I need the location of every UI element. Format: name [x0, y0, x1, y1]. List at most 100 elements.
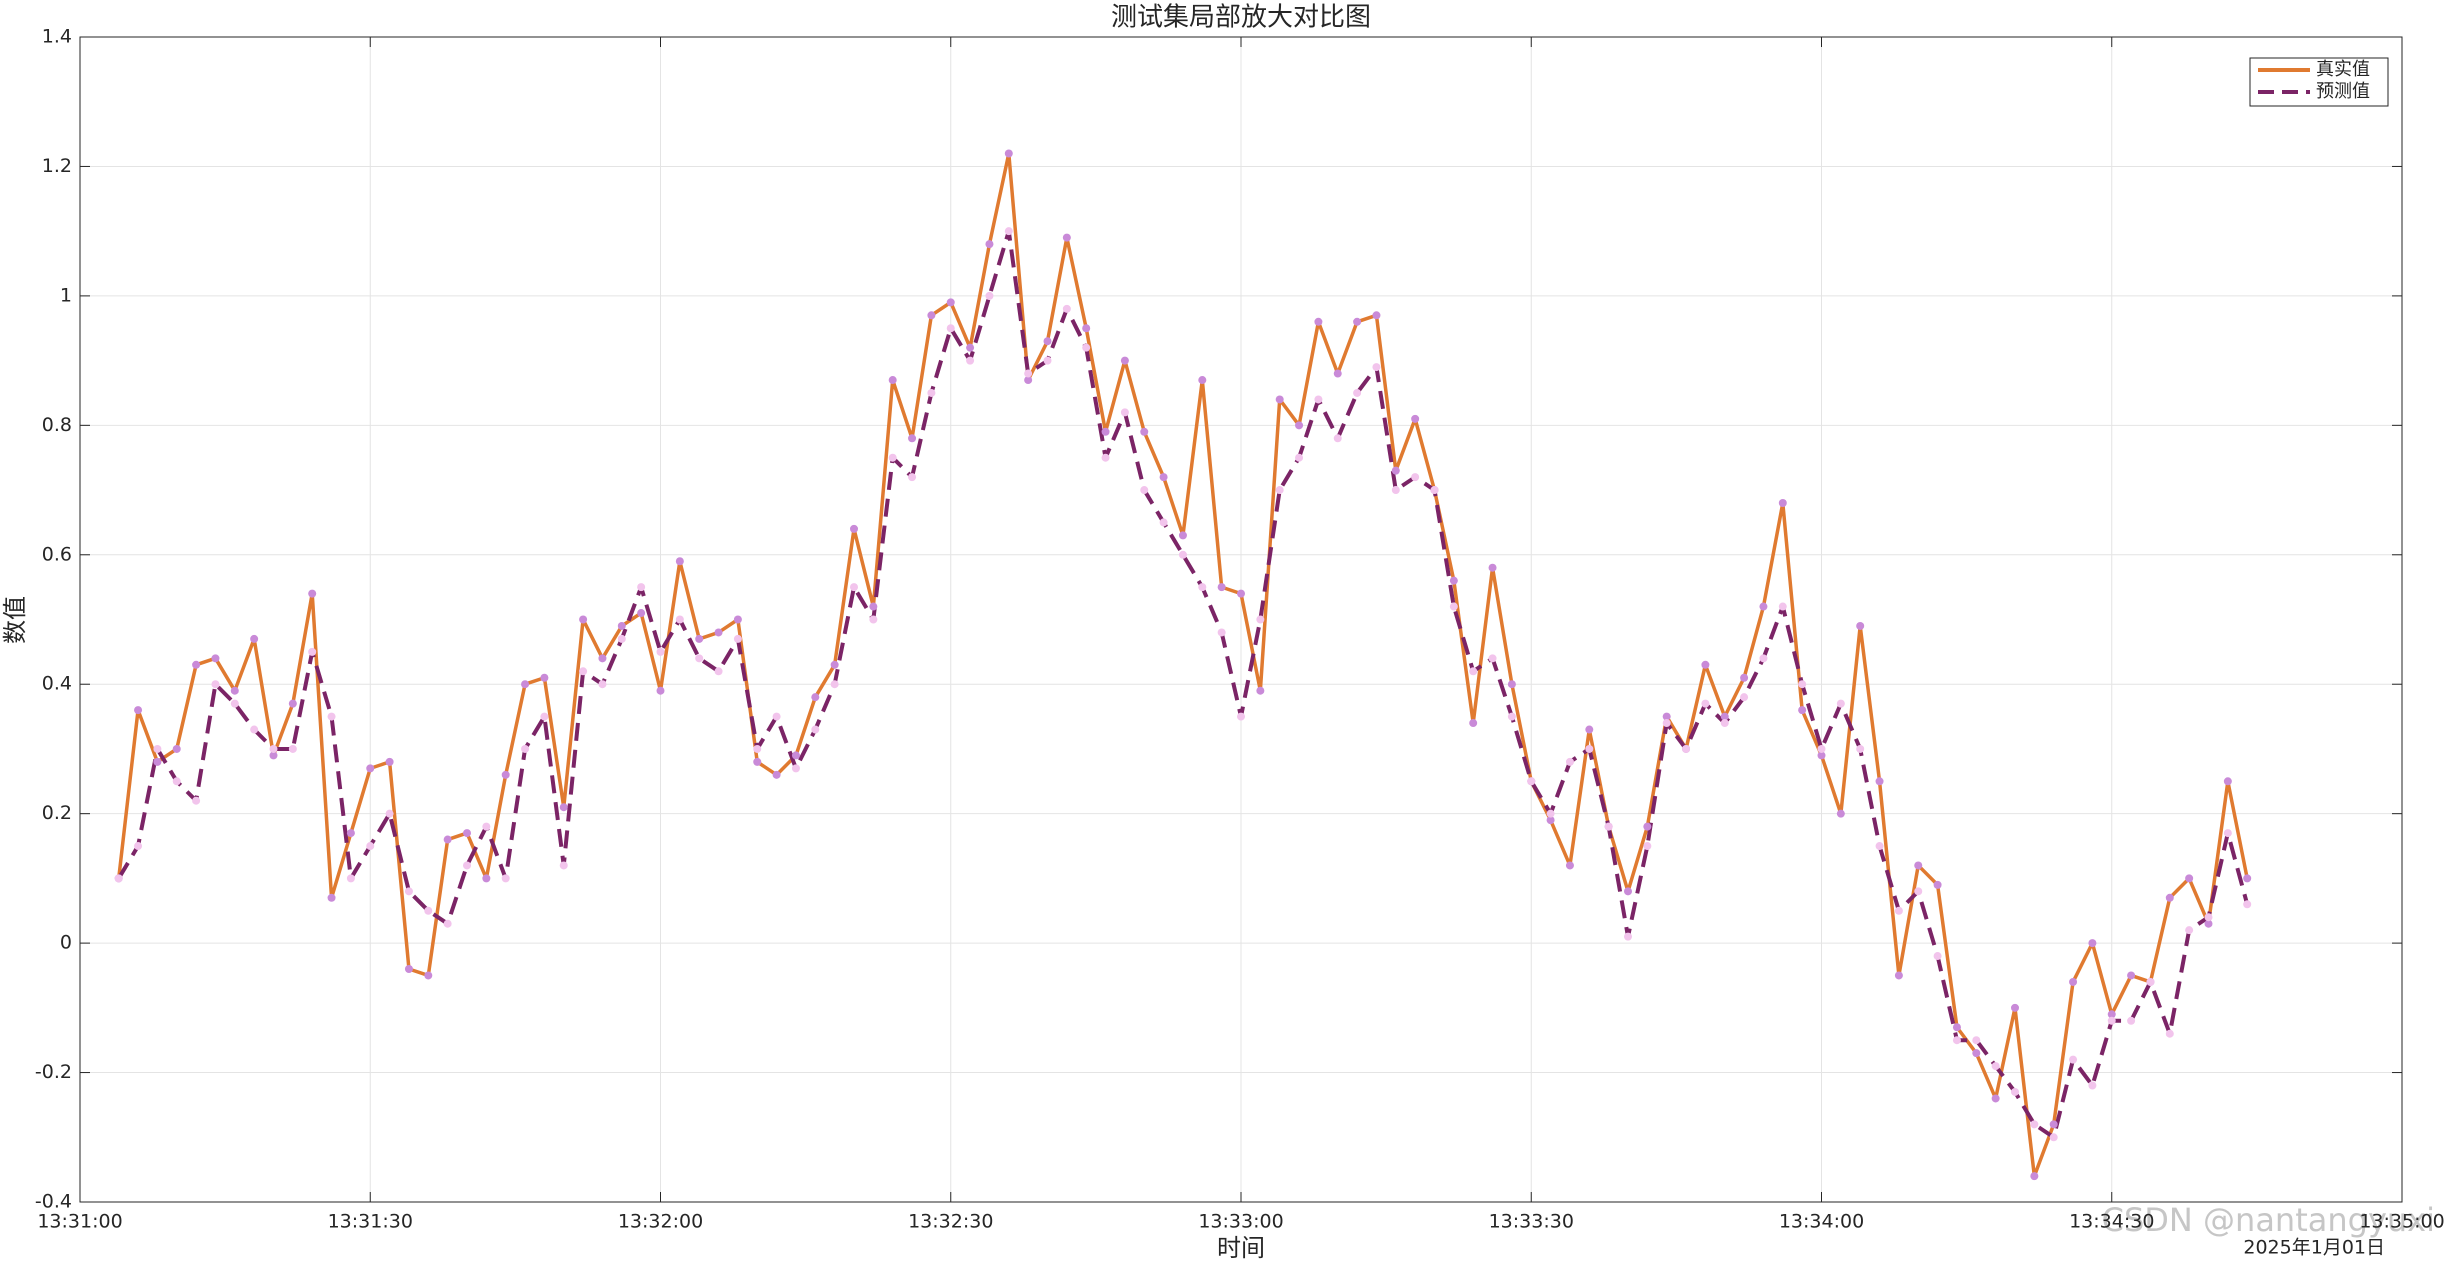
data-point: [1004, 227, 1013, 236]
y-tick-label: 0.6: [42, 543, 72, 565]
data-point: [791, 764, 800, 773]
data-point: [753, 757, 762, 766]
data-point: [617, 621, 626, 630]
data-point: [1024, 369, 1033, 378]
data-point: [1449, 576, 1458, 585]
data-point: [1391, 466, 1400, 475]
data-point: [1004, 149, 1013, 158]
x-tick-label: 13:34:30: [2069, 1211, 2154, 1233]
y-tick-label: 1.4: [42, 26, 72, 48]
data-point: [1759, 602, 1768, 611]
data-point: [2011, 1087, 2019, 1096]
data-point: [1275, 486, 1284, 495]
data-point: [1159, 473, 1168, 482]
legend-label: 真实值: [2316, 59, 2370, 80]
data-point: [1101, 427, 1110, 436]
data-point: [2049, 1133, 2058, 1142]
data-point: [172, 744, 181, 753]
data-point: [1662, 719, 1671, 728]
data-point: [850, 524, 858, 533]
data-point: [346, 829, 355, 838]
data-point: [211, 680, 220, 689]
data-point: [908, 473, 917, 482]
data-point: [2030, 1172, 2039, 1181]
data-point: [2127, 971, 2136, 980]
data-point: [1565, 861, 1574, 870]
data-point: [908, 434, 917, 443]
data-point: [385, 757, 394, 766]
data-point: [1198, 583, 1207, 592]
data-point: [134, 706, 143, 715]
y-tick-label: -0.2: [35, 1061, 72, 1083]
data-point: [1720, 719, 1729, 728]
y-tick-label: 1.2: [42, 155, 72, 177]
data-point: [598, 680, 607, 689]
legend-label: 预测值: [2316, 81, 2370, 102]
data-point: [1333, 369, 1342, 378]
data-point: [2146, 977, 2155, 986]
data-point: [869, 615, 878, 624]
data-point: [888, 376, 897, 385]
data-point: [1062, 304, 1071, 313]
data-point: [656, 647, 665, 656]
data-point: [134, 842, 143, 851]
data-point: [675, 615, 684, 624]
data-point: [2011, 1003, 2019, 1012]
data-point: [2204, 913, 2213, 922]
x-axis-label: 时间: [1217, 1234, 1265, 1262]
data-point: [637, 583, 646, 592]
data-point: [1933, 880, 1942, 889]
series-line: [116, 229, 2250, 1140]
data-point: [1585, 725, 1594, 734]
data-point: [2127, 1016, 2136, 1025]
data-point: [1585, 744, 1594, 753]
data-point: [1353, 388, 1362, 397]
data-point: [521, 680, 530, 689]
data-point: [1643, 822, 1652, 831]
data-point: [656, 686, 665, 695]
data-point: [811, 725, 820, 734]
data-point: [2243, 900, 2252, 909]
data-point: [1449, 602, 1458, 611]
y-tick-label: 0.2: [42, 802, 72, 824]
data-point: [1430, 486, 1439, 495]
data-point: [269, 751, 278, 760]
data-point: [269, 744, 278, 753]
data-point: [1604, 822, 1613, 831]
data-point: [1546, 809, 1555, 818]
data-point: [2088, 939, 2097, 948]
data-point: [830, 660, 839, 669]
data-point: [1817, 751, 1826, 760]
data-point: [2069, 1055, 2078, 1064]
data-point: [946, 324, 955, 333]
data-point: [888, 453, 897, 462]
data-point: [211, 654, 220, 663]
x-tick-label: 13:33:00: [1198, 1211, 1283, 1233]
y-tick-label: 1: [60, 284, 72, 306]
data-point: [250, 634, 259, 643]
data-point: [1952, 1036, 1961, 1045]
data-point: [1565, 757, 1574, 766]
data-point: [1256, 686, 1265, 695]
data-point: [1798, 706, 1807, 715]
data-point: [2243, 874, 2252, 883]
data-point: [1836, 809, 1845, 818]
data-point: [2223, 829, 2232, 838]
data-point: [2107, 1010, 2116, 1019]
data-point: [1120, 408, 1129, 417]
data-point: [2069, 977, 2078, 986]
data-point: [579, 615, 588, 624]
data-point: [1991, 1062, 2000, 1071]
data-point: [1836, 699, 1845, 708]
data-point: [2223, 777, 2232, 786]
data-point: [1914, 887, 1923, 896]
data-point: [482, 874, 491, 883]
data-point: [346, 874, 355, 883]
data-point: [966, 343, 975, 352]
data-point: [1217, 628, 1226, 637]
data-point: [637, 609, 646, 618]
legend-box: [2249, 57, 2389, 107]
data-point: [791, 751, 800, 760]
data-point: [172, 777, 181, 786]
data-point: [1778, 602, 1787, 611]
